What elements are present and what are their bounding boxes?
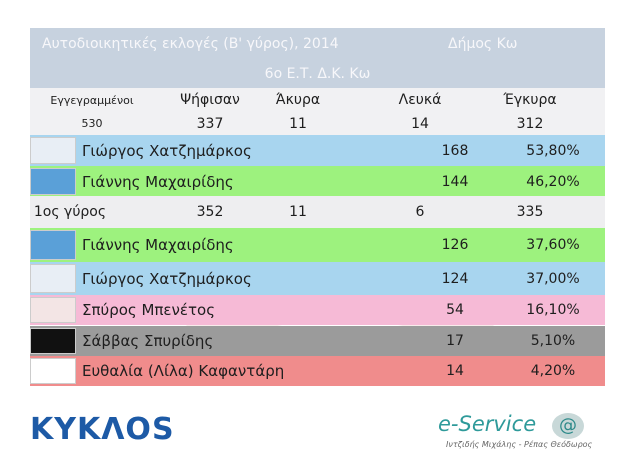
column-header: Λευκά <box>398 92 442 108</box>
candidate-percent: 5,10% <box>530 333 576 349</box>
first-round-total: 335 <box>516 204 544 220</box>
candidate-votes: 54 <box>446 302 464 318</box>
candidate-votes: 126 <box>441 237 469 253</box>
candidate-percent: 37,60% <box>526 237 580 253</box>
candidate-percent: 16,10% <box>526 302 580 318</box>
candidate-percent: 37,00% <box>526 270 580 287</box>
column-header: Άκυρα <box>275 92 321 108</box>
totals-row: 530 337 11 14 312 <box>30 112 605 135</box>
column-header-row: Εγγεγραμμένοι Ψήφισαν Άκυρα Λευκά Έγκυρα <box>30 88 605 112</box>
column-header: Έγκυρα <box>503 92 557 108</box>
candidate-logo <box>30 297 76 323</box>
first-round-total: 352 <box>196 204 224 220</box>
total-value: 11 <box>289 115 307 132</box>
municipality: Δήμος Κω <box>448 36 518 52</box>
candidate-votes: 124 <box>441 270 469 287</box>
candidate-logo <box>30 328 76 354</box>
header-row: Αυτοδιοικητικές εκλογές (Β' γύρος), 2014… <box>30 28 605 60</box>
candidate-row: Σάββας Σπυρίδης 17 5,10% <box>30 326 605 356</box>
logo-kyklos: ΚΥΚΛΟS <box>30 412 175 447</box>
column-header: Ψήφισαν <box>180 92 240 108</box>
candidate-row: Γιάννης Μαχαιρίδης 126 37,60% <box>30 228 605 262</box>
candidate-name: Γιώργος Χατζημάρκος <box>82 141 252 160</box>
credits: Ιντζιδής Μιχάλης - Ρέπας Θεόδωρος <box>446 440 593 449</box>
candidate-name: Γιάννης Μαχαιρίδης <box>82 236 234 254</box>
candidate-name: Γιάννης Μαχαιρίδης <box>82 172 234 191</box>
candidate-logo <box>30 137 76 164</box>
candidate-percent: 46,20% <box>526 173 580 190</box>
candidate-row: Ευθαλία (Λίλα) Καφαντάρη 14 4,20% <box>30 356 605 386</box>
candidate-row: Γιάννης Μαχαιρίδης 144 46,20% <box>30 166 605 197</box>
logo-eservice: e-Service <box>438 412 537 436</box>
title: Αυτοδιοικητικές εκλογές (Β' γύρος), 2014 <box>42 36 339 52</box>
candidate-row: Γιώργος Χατζημάρκος 124 37,00% <box>30 262 605 295</box>
total-value: 337 <box>196 115 224 132</box>
first-round-total: 6 <box>415 204 425 220</box>
first-round-total: 11 <box>289 204 307 220</box>
subtitle: 6ο Ε.Τ. Δ.Κ. Κω <box>264 66 371 82</box>
candidate-logo <box>30 358 76 384</box>
subtitle-row: 6ο Ε.Τ. Δ.Κ. Κω <box>30 60 605 88</box>
candidate-votes: 144 <box>441 173 469 190</box>
candidate-name: Γιώργος Χατζημάρκος <box>82 269 252 288</box>
candidate-logo <box>30 230 76 260</box>
candidate-logo <box>30 168 76 195</box>
total-value: 530 <box>81 117 103 130</box>
candidate-row: Σπύρος Μπενέτος 54 16,10% <box>30 295 605 325</box>
candidate-name: Ευθαλία (Λίλα) Καφαντάρη <box>82 362 285 380</box>
candidate-row: Γιώργος Χατζημάρκος 168 53,80% <box>30 135 605 166</box>
first-round-row: 1ος γύρος 352 11 6 335 <box>30 196 605 228</box>
candidate-name: Σπύρος Μπενέτος <box>82 301 216 319</box>
candidate-percent: 4,20% <box>530 363 576 379</box>
column-header: Εγγεγραμμένοι <box>50 93 134 107</box>
candidate-name: Σάββας Σπυρίδης <box>82 332 214 350</box>
candidate-votes: 14 <box>446 363 464 379</box>
candidate-logo <box>30 264 76 293</box>
candidate-votes: 168 <box>441 142 469 159</box>
candidate-votes: 17 <box>446 333 464 349</box>
candidate-percent: 53,80% <box>526 142 580 159</box>
first-round-label: 1ος γύρος <box>33 204 107 220</box>
total-value: 14 <box>411 115 429 132</box>
logo-symbol: @ <box>552 413 584 439</box>
total-value: 312 <box>516 115 544 132</box>
